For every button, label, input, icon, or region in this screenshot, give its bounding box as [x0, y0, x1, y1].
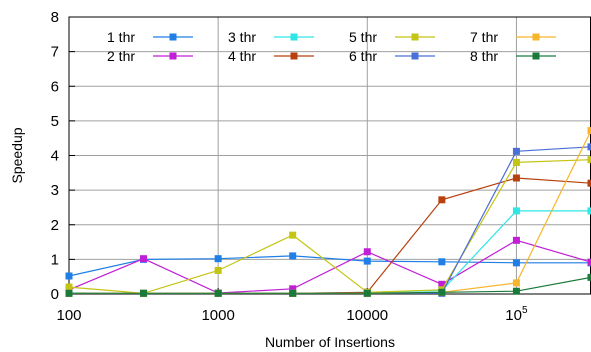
data-point — [512, 259, 520, 267]
x-axis-label: Number of Insertions — [265, 334, 395, 350]
data-point — [587, 258, 591, 266]
x-tick-label: 10000 — [346, 307, 388, 324]
y-tick-label: 0 — [51, 286, 59, 303]
x-tick-label: 1000 — [201, 307, 234, 324]
y-tick-label: 7 — [51, 44, 59, 61]
legend-label: 3 thr — [228, 29, 256, 45]
legend-label: 5 thr — [349, 29, 377, 45]
series-line — [68, 159, 591, 294]
data-point — [214, 266, 222, 274]
series-line — [68, 239, 591, 294]
legend-label: 4 thr — [228, 48, 256, 64]
y-axis: 0 1 2 3 4 5 6 7 8 — [51, 9, 75, 303]
y-axis-label: Speedup — [9, 127, 25, 183]
data-point — [289, 285, 297, 293]
data-point — [512, 207, 520, 215]
grid-lines — [68, 17, 591, 294]
series-line — [69, 146, 591, 294]
legend-item: 7 thr — [470, 29, 556, 45]
legend-item: 1 thr — [107, 29, 193, 45]
x-tick-label: 100 — [56, 307, 81, 324]
legend-swatch-marker — [169, 52, 177, 60]
data-point — [587, 273, 591, 281]
series-line — [68, 210, 591, 294]
legend-item: 8 thr — [470, 48, 556, 64]
data-point — [289, 231, 297, 239]
series-line — [69, 177, 591, 294]
legend-swatch-marker — [411, 33, 419, 41]
legend-swatch-marker — [532, 52, 540, 60]
data-point — [587, 143, 591, 151]
series-3 — [65, 207, 591, 297]
legend-label: 6 thr — [349, 48, 377, 64]
legend-item: 4 thr — [228, 48, 314, 64]
data-point — [587, 127, 591, 135]
data-point — [438, 288, 446, 296]
data-point — [587, 156, 591, 164]
series-7 — [65, 127, 591, 297]
data-point — [512, 147, 520, 155]
legend-swatch-marker — [411, 52, 419, 60]
legend-label: 1 thr — [107, 29, 135, 45]
data-point — [140, 255, 148, 263]
legend-item: 3 thr — [228, 29, 314, 45]
data-point — [289, 252, 297, 260]
data-point — [512, 279, 520, 287]
legend-label: 7 thr — [470, 29, 498, 45]
data-point — [512, 158, 520, 166]
series-line — [68, 255, 591, 277]
data-point — [289, 289, 297, 297]
y-tick-label: 8 — [51, 9, 59, 26]
data-point — [512, 174, 520, 182]
data-point — [140, 289, 148, 297]
legend: 1 thr 2 thr 3 thr 4 thr 5 thr 6 thr 7 thr 8 thr — [107, 29, 556, 64]
data-point — [438, 258, 446, 266]
legend-item: 2 thr — [107, 48, 193, 64]
data-point — [65, 283, 73, 291]
y-tick-label: 2 — [51, 217, 59, 234]
series-line — [69, 276, 591, 294]
x-tick-label: 105 — [505, 305, 528, 324]
legend-item: 5 thr — [349, 29, 435, 45]
data-point — [363, 248, 371, 256]
data-point — [438, 280, 446, 288]
legend-swatch-marker — [290, 52, 298, 60]
legend-swatch-marker — [290, 33, 298, 41]
data-point — [65, 289, 73, 297]
data-point — [438, 196, 446, 204]
data-point — [363, 257, 371, 265]
series-group — [65, 127, 591, 297]
legend-swatch-marker — [169, 33, 177, 41]
legend-item: 6 thr — [349, 48, 435, 64]
series-8 — [65, 273, 591, 297]
y-tick-label: 6 — [51, 78, 59, 95]
y-tick-label: 5 — [51, 113, 59, 130]
data-point — [363, 289, 371, 297]
y-tick-label: 3 — [51, 182, 59, 199]
y-tick-label: 1 — [51, 251, 59, 268]
x-axis: 100100010000105106107108 — [56, 288, 528, 324]
series-4 — [65, 174, 591, 297]
data-point — [587, 179, 591, 187]
data-point — [512, 287, 520, 295]
data-point — [512, 236, 520, 244]
legend-label: 8 thr — [470, 48, 498, 64]
data-point — [214, 255, 222, 263]
series-5 — [65, 156, 591, 297]
data-point — [587, 207, 591, 215]
legend-label: 2 thr — [107, 48, 135, 64]
data-point — [214, 289, 222, 297]
legend-swatch-marker — [532, 33, 540, 41]
y-tick-label: 4 — [51, 148, 59, 165]
data-point — [65, 272, 73, 280]
series-line — [69, 129, 591, 294]
